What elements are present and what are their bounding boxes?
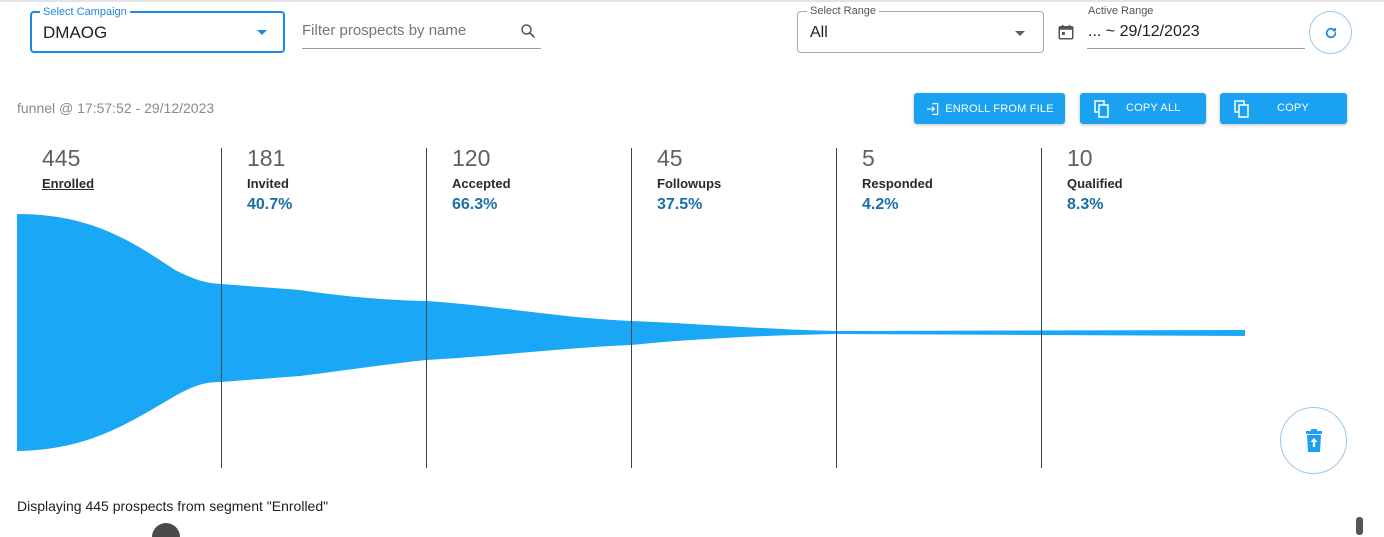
stage-percent: 66.3%	[452, 196, 498, 213]
range-select-label: Select Range	[807, 5, 880, 18]
active-range-value: ... ~ 29/12/2023	[1088, 23, 1200, 40]
trash-icon	[1305, 428, 1322, 452]
stage-percent: 40.7%	[247, 196, 293, 213]
scrollbar-thumb[interactable]	[1356, 517, 1363, 535]
caret-down-icon[interactable]	[257, 30, 267, 35]
stage-count: 120	[452, 145, 491, 171]
funnel-timestamp: funnel @ 17:57:52 - 29/12/2023	[17, 100, 215, 116]
stage-percent: 37.5%	[657, 196, 703, 213]
stage-name: Enrolled	[42, 176, 95, 191]
campaign-select[interactable]: Select Campaign DMAOG	[30, 5, 285, 53]
copy-all-label: COPY ALL	[1126, 102, 1181, 114]
search-icon[interactable]	[519, 22, 537, 40]
enroll-from-file-icon	[927, 102, 939, 115]
prospect-search-input[interactable]	[302, 22, 507, 39]
campaign-select-value: DMAOG	[43, 23, 108, 42]
refresh-button[interactable]	[1309, 11, 1352, 54]
stage-name: Followups	[657, 176, 722, 191]
status-text: Displaying 445 prospects from segment "E…	[17, 498, 329, 514]
copy-button[interactable]: COPY	[1220, 93, 1347, 124]
stage-qualified[interactable]: 10 Qualified 8.3%	[1067, 144, 1123, 214]
stage-followups[interactable]: 45 Followups 37.5%	[657, 144, 721, 214]
calendar-icon[interactable]	[1057, 23, 1075, 41]
stage-percent: 8.3%	[1067, 196, 1104, 213]
stage-responded[interactable]: 5 Responded 4.2%	[862, 144, 933, 214]
partial-avatar	[152, 523, 180, 537]
stage-count: 181	[247, 145, 286, 171]
stage-count: 10	[1067, 145, 1093, 171]
stage-accepted[interactable]: 120 Accepted 66.3%	[452, 144, 511, 214]
active-range-field[interactable]: Active Range ... ~ 29/12/2023	[1087, 5, 1305, 49]
prospect-filter	[302, 14, 541, 49]
stage-percent: 4.2%	[862, 196, 899, 213]
enroll-from-file-button[interactable]: ENROLL FROM FILE	[914, 93, 1065, 124]
stage-name: Accepted	[452, 176, 511, 191]
copy-all-button[interactable]: COPY ALL	[1080, 93, 1206, 124]
copy-icon	[1234, 100, 1249, 118]
stage-count: 445	[42, 145, 81, 171]
active-range-label: Active Range	[1088, 5, 1154, 17]
stage-name: Invited	[247, 176, 289, 191]
stage-name: Qualified	[1067, 176, 1123, 191]
funnel-chart	[17, 148, 1245, 468]
copy-icon	[1094, 100, 1109, 118]
top-divider	[0, 0, 1384, 2]
range-select-value: All	[810, 24, 828, 41]
campaign-select-label: Select Campaign	[40, 5, 130, 19]
stage-count: 5	[862, 145, 875, 171]
stage-enrolled[interactable]: 445 Enrolled	[42, 144, 94, 192]
stage-invited[interactable]: 181 Invited 40.7%	[247, 144, 292, 214]
enroll-from-file-label: ENROLL FROM FILE	[945, 102, 1054, 115]
refresh-icon	[1325, 26, 1336, 38]
range-select[interactable]: Select Range All	[797, 5, 1044, 53]
delete-fab-button[interactable]	[1280, 407, 1347, 474]
stage-count: 45	[657, 145, 683, 171]
copy-label: COPY	[1277, 102, 1309, 114]
stage-name: Responded	[862, 176, 933, 191]
caret-down-icon[interactable]	[1015, 31, 1025, 36]
